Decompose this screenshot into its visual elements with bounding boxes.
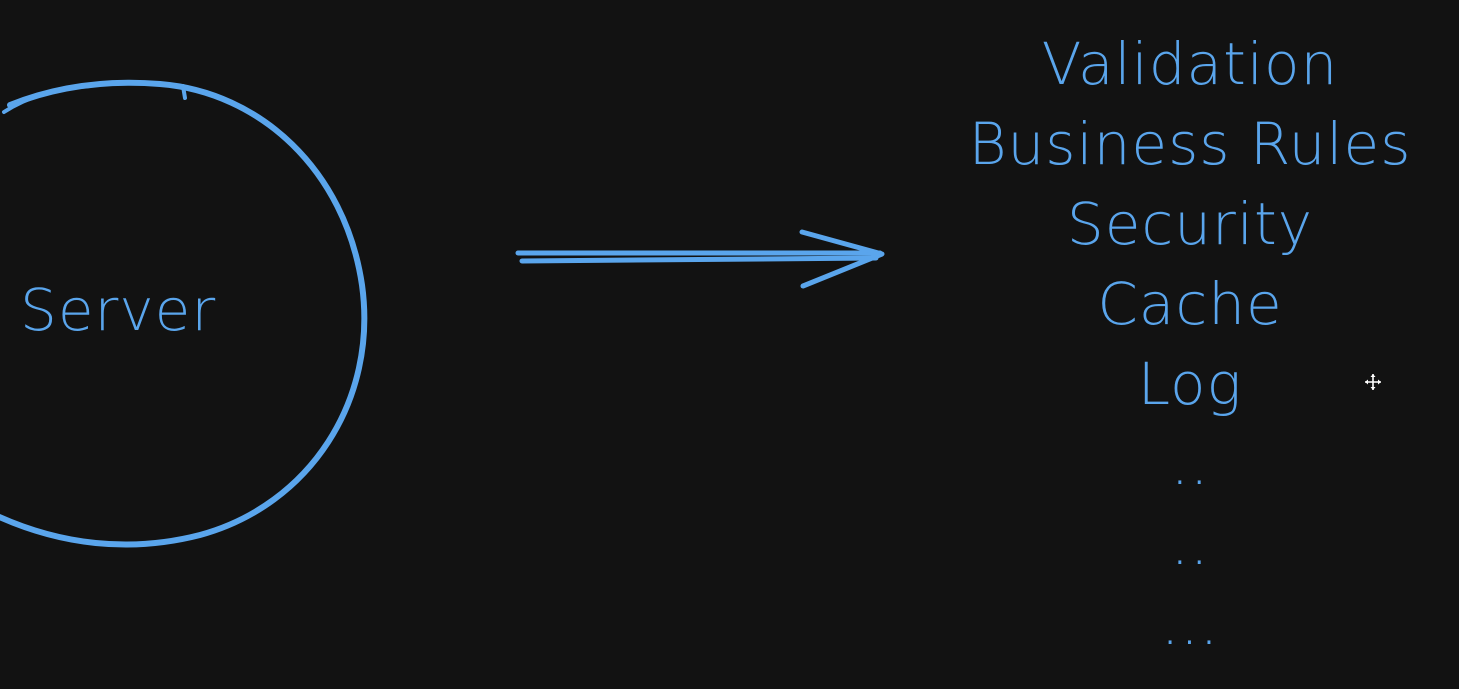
list-item-ellipsis-2[interactable]: ..	[1170, 510, 1210, 578]
list-item-log[interactable]: Log	[1137, 350, 1243, 418]
server-circle-tick	[181, 84, 187, 100]
arrow-head	[799, 229, 885, 289]
list-item-ellipsis-3[interactable]: ...	[1160, 590, 1220, 658]
move-cursor-icon	[1365, 374, 1381, 390]
list-item-validation[interactable]: Validation	[1041, 30, 1339, 98]
server-circle[interactable]	[0, 79, 368, 548]
list-item-security[interactable]: Security	[1066, 190, 1314, 258]
list-item-cache[interactable]: Cache	[1097, 270, 1283, 338]
responsibility-list: Validation Business Rules Security Cache…	[955, 24, 1425, 664]
list-item-business-rules[interactable]: Business Rules	[968, 110, 1412, 178]
arrow-shaft-bottom	[519, 255, 879, 264]
server-label: Server	[20, 276, 217, 344]
arrow[interactable]	[515, 229, 885, 289]
server-circle-overlap	[2, 84, 92, 114]
list-item-ellipsis-1[interactable]: ..	[1170, 430, 1210, 498]
